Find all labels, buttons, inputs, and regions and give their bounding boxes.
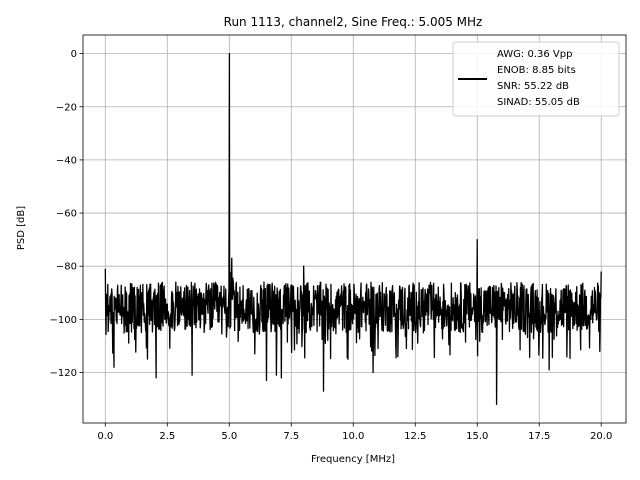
y-tick-label: −120: [50, 368, 77, 379]
x-tick-label: 12.5: [404, 431, 426, 442]
legend-line-awg: AWG: 0.36 Vpp: [497, 49, 572, 60]
y-axis-label: PSD [dB]: [16, 206, 27, 250]
legend-line-enob: ENOB: 8.85 bits: [497, 65, 576, 76]
y-tick-label: 0: [71, 49, 77, 60]
x-axis-label: Frequency [MHz]: [311, 454, 395, 465]
plot-frame: [82, 34, 627, 424]
ticks: 0.0 2.5 5.0 7.5 10.0 12.5 15.0 17.5 20.0 0 −20 −40 −…: [50, 49, 613, 442]
legend-line-sinad: SINAD: 55.05 dB: [497, 97, 580, 108]
chart-title: Run 1113, channel2, Sine Freq.: 5.005 MH…: [224, 15, 483, 29]
x-tick-label: 0.0: [97, 431, 113, 442]
x-tick-label: 7.5: [283, 431, 299, 442]
legend-line-snr: SNR: 55.22 dB: [497, 81, 569, 92]
y-tick-label: −20: [56, 102, 77, 113]
psd-series-line: [104, 52, 602, 406]
series-layer: [104, 52, 602, 406]
y-tick-label: −80: [56, 262, 77, 273]
x-tick-label: 2.5: [159, 431, 175, 442]
y-tick-label: −40: [56, 155, 77, 166]
x-tick-label: 20.0: [590, 431, 612, 442]
legend: AWG: 0.36 Vpp ENOB: 8.85 bits SNR: 55.22…: [452, 41, 620, 117]
x-tick-label: 15.0: [466, 431, 488, 442]
legend-box: [452, 41, 620, 117]
x-tick-label: 17.5: [528, 431, 550, 442]
x-tick-label: 10.0: [342, 431, 364, 442]
y-tick-label: −60: [56, 209, 77, 220]
x-tick-label: 5.0: [221, 431, 237, 442]
y-tick-label: −100: [50, 315, 77, 326]
